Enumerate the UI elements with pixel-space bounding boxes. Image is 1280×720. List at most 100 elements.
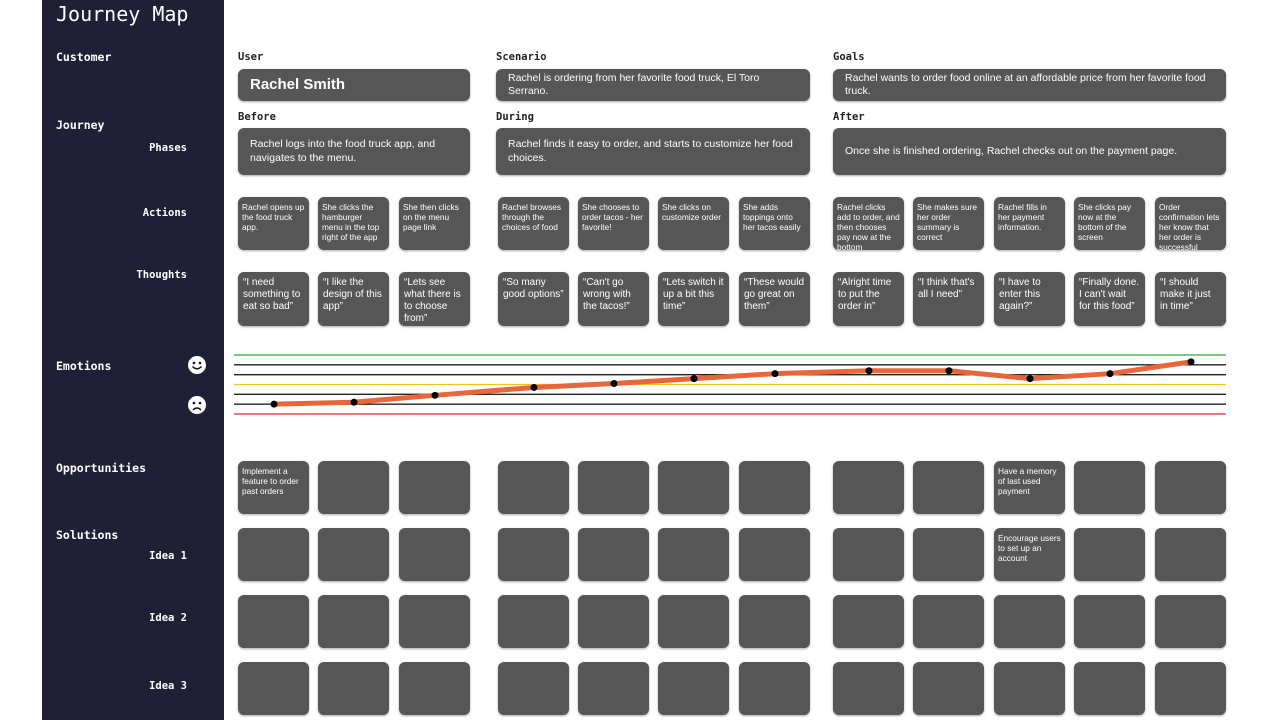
idea-card [578, 662, 649, 715]
opportunity-card [318, 461, 389, 514]
emotion-chart [234, 354, 1226, 415]
section-label: Opportunities [56, 461, 147, 475]
phase-name: Before [238, 111, 276, 123]
user-box: Rachel Smith [238, 69, 470, 101]
idea-card [399, 595, 470, 648]
row-label: Actions [142, 207, 187, 219]
action-card: She clicks pay now at the bottom of the … [1074, 197, 1145, 250]
idea-card [833, 528, 904, 581]
idea-card [238, 528, 309, 581]
idea-card [1074, 662, 1145, 715]
emotion-point [1187, 358, 1195, 366]
row-label: Idea 1 [149, 550, 187, 562]
idea-card [1155, 528, 1226, 581]
action-card: She clicks the hamburger menu in the top… [318, 197, 389, 250]
thought-card: “I should make it just in time” [1155, 272, 1226, 326]
opportunity-card: Have a memory of last used payment [994, 461, 1065, 514]
idea-card [658, 662, 729, 715]
action-card: She then clicks on the menu page link [399, 197, 470, 250]
action-card: She adds toppings onto her tacos easily [739, 197, 810, 250]
thought-card: “So many good options” [498, 272, 569, 326]
opportunity-card [399, 461, 470, 514]
opportunity-card [658, 461, 729, 514]
idea-card [238, 595, 309, 648]
idea-card [833, 595, 904, 648]
thought-card: “I think that's all I need” [913, 272, 984, 326]
idea-card [399, 662, 470, 715]
map-title: Journey Map [56, 2, 189, 26]
idea-card [739, 595, 810, 648]
idea-card [318, 595, 389, 648]
thought-card: “I like the design of this app” [318, 272, 389, 326]
opportunity-card [578, 461, 649, 514]
idea-card [658, 528, 729, 581]
opportunity-card [1155, 461, 1226, 514]
sad-icon [188, 396, 206, 414]
action-card: Rachel browses through the choices of fo… [498, 197, 569, 250]
emotion-point [431, 391, 439, 399]
idea-card [739, 662, 810, 715]
emotion-point [1026, 375, 1034, 383]
idea-card [1074, 528, 1145, 581]
idea-card [498, 662, 569, 715]
idea-card [318, 528, 389, 581]
idea-card [238, 662, 309, 715]
row-label: Phases [149, 142, 187, 154]
emotion-point [530, 383, 538, 391]
phase-box: Rachel logs into the food truck app, and… [238, 128, 470, 175]
emotion-icons [188, 356, 206, 414]
emotion-point [1106, 370, 1114, 378]
emotion-line [271, 359, 1194, 407]
action-card: Rachel opens up the food truck app. [238, 197, 309, 250]
action-card: Rachel clicks add to order, and then cho… [833, 197, 904, 252]
idea-card [913, 662, 984, 715]
opportunity-card: Implement a feature to order past orders [238, 461, 309, 514]
row-label: Thoughts [136, 269, 187, 281]
emotion-point [690, 375, 698, 383]
row-label: Idea 3 [149, 680, 187, 692]
thought-card: “Lets switch it up a bit this time” [658, 272, 729, 326]
action-card: She chooses to order tacos - her favorit… [578, 197, 649, 250]
idea-card [578, 595, 649, 648]
idea-card [498, 595, 569, 648]
opportunity-card [913, 461, 984, 514]
goals-box: Rachel wants to order food online at an … [833, 69, 1226, 101]
thought-card: “I have to enter this again?” [994, 272, 1065, 326]
emotion-point [270, 400, 278, 408]
emotion-point [771, 370, 779, 378]
idea-card [739, 528, 810, 581]
idea-card [994, 662, 1065, 715]
opportunity-card [833, 461, 904, 514]
action-card: Order confirmation lets her know that he… [1155, 197, 1226, 252]
scenario-box: Rachel is ordering from her favorite foo… [496, 69, 810, 101]
thought-card: “Finally done. I can't wait for this foo… [1074, 272, 1145, 326]
happy-icon [188, 356, 206, 374]
section-label: Customer [56, 50, 112, 64]
opportunity-card [1074, 461, 1145, 514]
idea-card [1074, 595, 1145, 648]
idea-card [498, 528, 569, 581]
emotion-point [945, 367, 953, 375]
field-label: Goals [833, 51, 865, 63]
idea-card [1155, 595, 1226, 648]
emotion-point [350, 398, 358, 406]
idea-card [913, 595, 984, 648]
idea-card: Encourage users to set up an account [994, 528, 1065, 581]
field-label: Scenario [496, 51, 547, 63]
idea-card [658, 595, 729, 648]
thought-card: “I need something to eat so bad” [238, 272, 309, 326]
idea-card [913, 528, 984, 581]
field-label: User [238, 51, 264, 63]
section-label: Emotions [56, 359, 112, 373]
idea-card [318, 662, 389, 715]
idea-card [1155, 662, 1226, 715]
action-card: She makes sure her order summary is corr… [913, 197, 984, 250]
opportunity-card [739, 461, 810, 514]
emotion-point [865, 367, 873, 375]
idea-card [578, 528, 649, 581]
thought-card: “Alright time to put the order in” [833, 272, 904, 326]
thought-card: “These would go great on them” [739, 272, 810, 326]
action-card: She clicks on customize order [658, 197, 729, 250]
phase-name: After [833, 111, 865, 123]
idea-card [994, 595, 1065, 648]
